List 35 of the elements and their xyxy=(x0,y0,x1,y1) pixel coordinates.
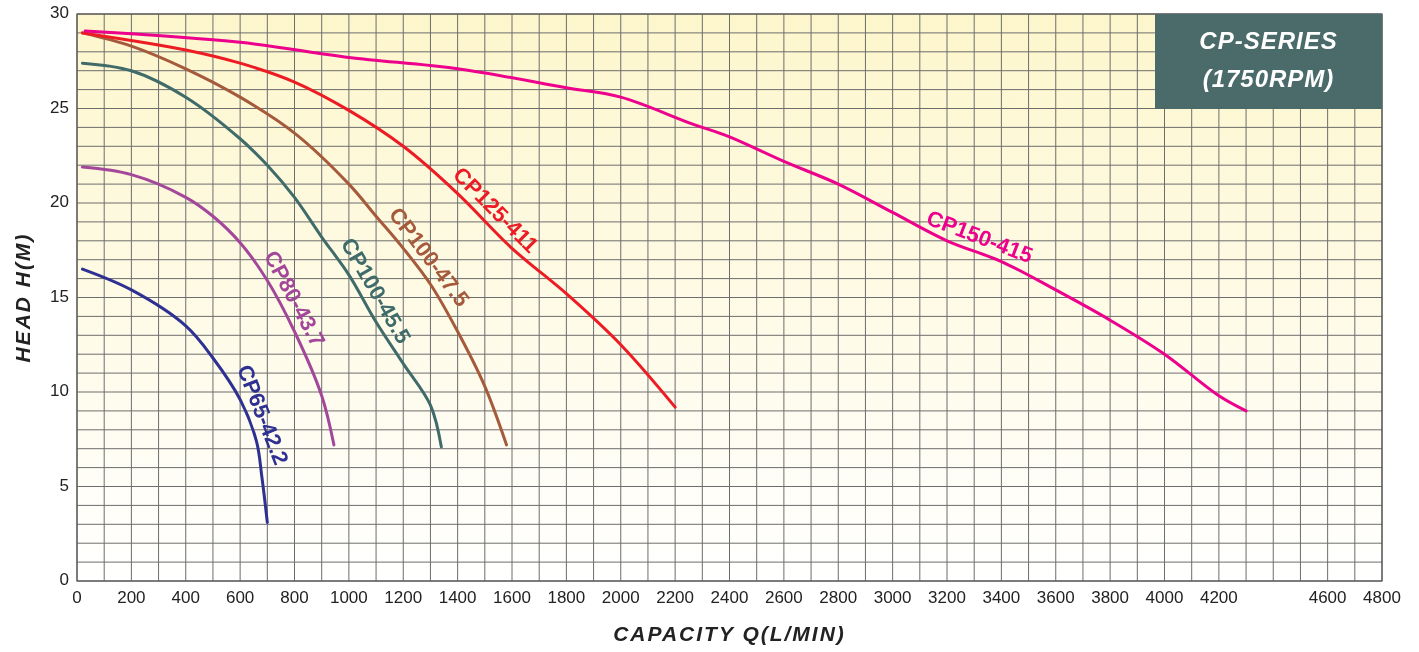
x-tick-label: 600 xyxy=(225,588,255,607)
x-tick-label: 2400 xyxy=(710,588,749,607)
x-tick-label: 2000 xyxy=(601,588,640,607)
text: CP-SERIES xyxy=(1199,27,1338,54)
text: (1750RPM) xyxy=(1202,65,1335,92)
y-tick-label: 20 xyxy=(50,192,69,212)
x-tick-label: 3000 xyxy=(873,588,912,607)
x-axis-title: CAPACITY Q(L/MIN) xyxy=(613,622,846,645)
y-tick-label: 10 xyxy=(50,381,69,401)
x-tick-label: 2200 xyxy=(656,588,695,607)
y-tick-label: 25 xyxy=(50,97,69,117)
x-tick-label: 4800 xyxy=(1363,588,1401,607)
y-tick-label: 5 xyxy=(59,475,69,495)
y-tick-label: 0 xyxy=(59,570,69,590)
x-tick-label: 3200 xyxy=(928,588,966,607)
x-tick-label: 4200 xyxy=(1199,588,1238,607)
x-tick-label: 1200 xyxy=(384,588,423,607)
x-tick-label: 1800 xyxy=(547,588,586,607)
x-tick-label: 1000 xyxy=(329,588,368,607)
x-tick-label: 4000 xyxy=(1145,588,1184,607)
x-tick-label: 2600 xyxy=(764,588,803,607)
x-tick-label: 400 xyxy=(171,588,200,607)
x-tick-label: 200 xyxy=(117,588,146,607)
x-tick-label: 3800 xyxy=(1091,588,1130,607)
x-tick-label: 2800 xyxy=(819,588,858,607)
y-axis-title: HEAD H(M) xyxy=(11,232,34,363)
x-tick-label: 0 xyxy=(72,588,82,607)
x-tick-label: 1600 xyxy=(493,588,531,607)
x-tick-label: 3400 xyxy=(982,588,1021,607)
x-tick-label: 800 xyxy=(280,588,309,607)
x-tick-label: 3600 xyxy=(1036,588,1075,607)
x-tick-label: 4600 xyxy=(1308,588,1347,607)
y-tick-label: 15 xyxy=(50,286,69,306)
y-tick-label: 30 xyxy=(50,3,69,23)
x-tick-label: 1400 xyxy=(438,588,477,607)
